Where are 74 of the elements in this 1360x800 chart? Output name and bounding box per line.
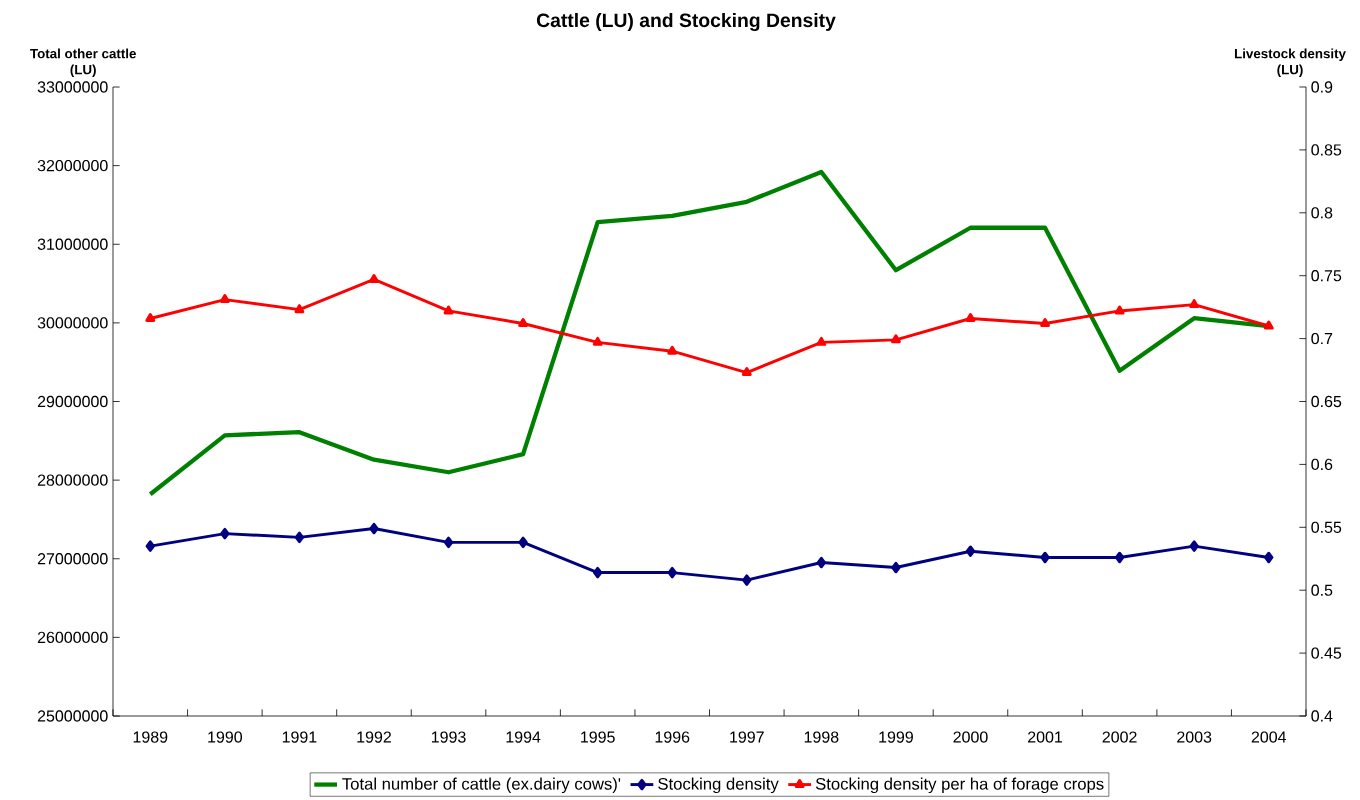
x-tick-label: 1996 <box>655 731 690 743</box>
x-tick-label: 1991 <box>282 731 317 743</box>
point <box>667 345 678 355</box>
y2-tick-label: 0.85 <box>1311 144 1342 156</box>
point <box>1040 551 1050 564</box>
y2-tick-label: 0.5 <box>1311 584 1333 596</box>
point <box>1189 299 1200 309</box>
point <box>219 294 230 304</box>
point <box>891 561 901 574</box>
y-tick-label: 33000000 <box>37 81 108 93</box>
point <box>965 313 976 322</box>
y-tick-label: 31000000 <box>37 238 108 250</box>
point <box>518 318 529 327</box>
point <box>1189 540 1199 552</box>
y2-tick-label: 0.45 <box>1311 647 1342 659</box>
x-tick-label: 1995 <box>581 731 615 743</box>
point <box>741 367 752 377</box>
point <box>1114 551 1125 564</box>
y2-axis-title: Livestock density (LU) <box>1234 48 1346 77</box>
point <box>145 540 155 552</box>
y2-tick-label: 0.55 <box>1311 521 1342 533</box>
point <box>369 274 379 283</box>
chart-title: Cattle (LU) and Stocking Density <box>536 12 836 32</box>
y-tick-label: 26000000 <box>37 631 108 644</box>
point <box>145 313 156 322</box>
point <box>294 304 305 314</box>
point <box>443 305 454 315</box>
point <box>369 522 379 535</box>
point <box>1264 551 1274 564</box>
x-tick-label: 1992 <box>357 731 391 743</box>
x-tick-label: 1994 <box>506 731 541 743</box>
point <box>1263 320 1274 330</box>
x-tick-label: 2002 <box>1102 731 1137 743</box>
point <box>742 574 752 586</box>
x-tick-label: 1998 <box>804 731 839 743</box>
x-tick-label: 1993 <box>431 731 466 743</box>
point <box>667 566 677 579</box>
legend-label: Stocking density per ha of forage crops <box>815 777 1104 794</box>
y2-tick-label: 0.75 <box>1311 270 1342 282</box>
y2-tick-label: 0.65 <box>1311 395 1342 408</box>
x-tick-label: 1989 <box>133 731 168 743</box>
y-tick-label: 32000000 <box>37 159 108 172</box>
legend-label: Total number of cattle (ex.dairy cows)' <box>342 777 621 794</box>
point <box>816 556 827 569</box>
y-axis-title: Total other cattle (LU) <box>30 48 136 77</box>
x-tick-label: 2003 <box>1177 731 1212 743</box>
x-tick-label: 2004 <box>1251 731 1287 743</box>
point <box>965 545 976 557</box>
x-tick-label: 1999 <box>879 731 913 743</box>
point <box>1114 305 1125 315</box>
point <box>593 566 603 579</box>
y2-tick-label: 0.9 <box>1311 81 1333 93</box>
point <box>294 531 305 544</box>
y-tick-label: 27000000 <box>37 553 108 565</box>
y2-tick-label: 0.4 <box>1311 710 1333 722</box>
point <box>816 336 827 346</box>
point <box>220 527 230 540</box>
y-tick-label: 30000000 <box>37 317 108 329</box>
y-tick-label: 28000000 <box>37 474 108 486</box>
y-tick-label: 25000000 <box>37 710 108 722</box>
x-tick-label: 2001 <box>1028 731 1063 743</box>
point <box>518 536 528 549</box>
x-tick-label: 2000 <box>953 731 988 743</box>
point <box>1040 318 1050 327</box>
point <box>592 336 603 346</box>
y-tick-label: 29000000 <box>37 395 108 408</box>
y2-tick-label: 0.7 <box>1311 332 1333 345</box>
x-tick-label: 1997 <box>730 731 764 743</box>
legend-label: Stocking density <box>658 777 779 794</box>
x-tick-label: 1990 <box>208 731 243 743</box>
y2-tick-label: 0.6 <box>1311 458 1333 471</box>
y2-tick-label: 0.8 <box>1311 207 1333 219</box>
point <box>443 536 454 549</box>
point <box>890 334 901 344</box>
